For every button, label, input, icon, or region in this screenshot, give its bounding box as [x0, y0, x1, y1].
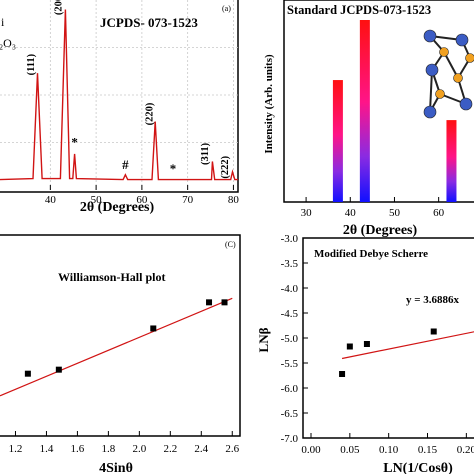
- panel-a-peak-label: (200): [53, 0, 64, 15]
- data-point: [430, 328, 437, 335]
- panel-a-peak-label: #: [122, 157, 129, 172]
- panel-a-frame: [0, 0, 239, 193]
- panel-d-equation: y = 3.6886x: [406, 294, 460, 306]
- panel-c: 1.2 1.4 1.6 1.8 2.0 2.2 2.4 2.6 Williamson-Hall…: [0, 234, 241, 474]
- panel-a-peak-label: (222): [220, 155, 231, 178]
- crystal-bond: [443, 51, 459, 79]
- data-point: [221, 299, 228, 306]
- panel-c-tick-label: 2.2: [163, 443, 177, 455]
- crystal-atom-orange: [453, 73, 463, 83]
- data-point: [363, 341, 370, 347]
- crystal-atom-blue: [423, 105, 437, 119]
- panel-d-y-tick-label: -5.0: [281, 333, 299, 345]
- panel-c-title: Williamson-Hall plot: [58, 270, 165, 284]
- panel-d-y-tick-label: -6.0: [281, 383, 299, 395]
- crystal-atom-blue: [423, 29, 437, 43]
- panel-b-tick-label: 50: [389, 207, 401, 219]
- panel-d-y-tick-label: -5.5: [281, 358, 299, 370]
- panel-a-legend-line-1: i: [1, 15, 5, 29]
- panel-a-x-axis-label: 2θ (Degrees): [80, 200, 155, 215]
- panel-d-y-tick-label: -3.0: [281, 233, 299, 245]
- panel-a-x-ticks: 40 50 60 70 80: [45, 185, 240, 206]
- panel-d-x-axis-label: LN(1/Cosθ): [383, 461, 453, 474]
- panel-c-tick-label: 1.6: [71, 443, 85, 455]
- data-point: [55, 366, 62, 373]
- panel-d: -7.0 -6.5 -6.0 -5.5 -5.0 -4.5 -4.0 -3.5 -3.0 0.0…: [256, 233, 474, 474]
- panel-d-x-tick-label: 0.05: [340, 444, 360, 456]
- data-point: [150, 325, 157, 332]
- intensity-bar: [359, 20, 370, 202]
- panel-c-tick-label: 2.6: [225, 443, 239, 455]
- panel-c-points: [24, 299, 228, 377]
- panel-d-y-tick-label: -6.5: [281, 408, 299, 420]
- panel-d-x-tick-label: 0.20: [457, 444, 474, 456]
- panel-b-tick-label: 30: [301, 207, 313, 219]
- crystal-atom-orange: [435, 89, 445, 99]
- panel-b-tick-label: 60: [433, 207, 445, 219]
- crystal-bond: [429, 69, 433, 113]
- panel-a-legend-line-2: ₂O₃: [0, 36, 16, 50]
- panel-d-title: Modified Debye Scherre: [314, 248, 428, 260]
- data-point: [24, 370, 31, 377]
- crystal-atom-orange: [439, 47, 449, 57]
- intensity-bar: [446, 120, 457, 202]
- panel-a-peak-label: (111): [26, 53, 37, 75]
- panel-a-label: (a): [222, 4, 231, 13]
- intensity-bar: [332, 80, 343, 202]
- panel-d-x-ticks: 0.00 0.05 0.10 0.15 0.20: [301, 433, 474, 456]
- panel-a-peak-label: *: [170, 161, 177, 176]
- panel-d-points: [339, 328, 437, 377]
- panel-c-tick-label: 1.2: [9, 443, 23, 455]
- panel-b: 30 40 50 60 Standard JCPDS-073-1523 Intensi…: [263, 0, 474, 238]
- panel-b-tick-label: 40: [345, 207, 357, 219]
- panel-a-peak-label: *: [71, 134, 78, 149]
- panel-b-title: Standard JCPDS-073-1523: [287, 3, 431, 17]
- panel-c-tick-label: 1.4: [40, 443, 54, 455]
- crystal-structure-inset: [423, 29, 474, 119]
- panel-d-y-axis-label: LNβ: [256, 327, 271, 352]
- data-point: [339, 371, 346, 377]
- panel-a-peak-label: (311): [200, 142, 211, 165]
- panel-c-tick-label: 2.4: [194, 443, 208, 455]
- panel-d-y-tick-label: -4.5: [281, 308, 299, 320]
- panel-d-y-ticks: -7.0 -6.5 -6.0 -5.5 -5.0 -4.5 -4.0 -3.5 -3.0: [281, 233, 308, 445]
- panel-d-frame: [302, 237, 474, 439]
- panel-c-tick-label: 2.0: [132, 443, 146, 455]
- panel-d-fit-line: [341, 331, 474, 360]
- panel-d-x-tick-label: 0.00: [301, 444, 321, 456]
- panel-a-tick-label: 40: [45, 194, 57, 206]
- panel-c-tick-label: 1.8: [102, 443, 116, 455]
- data-point: [346, 343, 353, 350]
- panel-a-title: JCPDS- 073-1523: [100, 15, 198, 30]
- panel-a-peak-label: (220): [144, 102, 155, 125]
- panel-b-x-axis-label: 2θ (Degrees): [343, 223, 418, 238]
- xrd-pattern-line: [0, 9, 238, 181]
- panel-c-frame: [0, 234, 241, 437]
- panel-c-label: (C): [225, 240, 236, 249]
- data-point: [206, 299, 213, 306]
- panel-b-x-ticks: 30 40 50 60: [301, 197, 445, 219]
- crystal-atom-orange: [465, 53, 474, 63]
- panel-a-annotations: (111) (200) * # * (220) (311) (222): [26, 0, 231, 179]
- panel-d-y-tick-label: -4.0: [281, 283, 299, 295]
- panel-d-y-tick-label: -7.0: [281, 433, 299, 445]
- panel-a-tick-label: 70: [182, 194, 194, 206]
- crystal-atom-blue: [455, 33, 469, 47]
- panel-c-fit-line: [0, 297, 233, 397]
- panel-b-bars: [332, 20, 457, 202]
- panel-d-x-tick-label: 0.15: [418, 444, 438, 456]
- panel-a-tick-label: 50: [91, 194, 103, 206]
- panel-b-frame: [283, 0, 474, 203]
- panel-c-x-axis-label: 4Sinθ: [99, 461, 133, 474]
- panel-a-tick-label: 80: [228, 194, 240, 206]
- panel-d-x-tick-label: 0.10: [379, 444, 399, 456]
- panel-c-x-ticks: 1.2 1.4 1.6 1.8 2.0 2.2 2.4 2.6: [9, 431, 240, 455]
- crystal-atom-blue: [459, 97, 473, 111]
- panel-a: (111)(200)*# *(220)(311)(222) 40 50 60 70 80 …: [0, 0, 239, 215]
- panel-d-y-tick-label: -3.5: [281, 258, 299, 270]
- crystal-atom-blue: [425, 63, 439, 77]
- panel-a-tick-label: 60: [136, 194, 148, 206]
- panel-b-y-axis-label: Intensity (Arb. units): [263, 54, 275, 154]
